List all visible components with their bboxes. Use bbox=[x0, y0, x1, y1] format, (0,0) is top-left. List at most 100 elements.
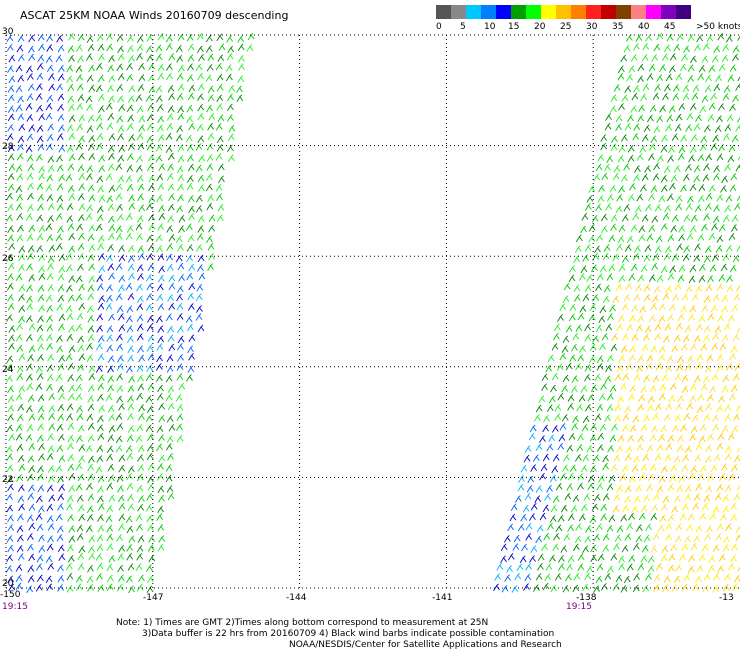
wind-barb bbox=[126, 104, 134, 113]
wind-barb bbox=[661, 53, 669, 62]
wind-barb bbox=[698, 65, 706, 73]
wind-barb bbox=[520, 464, 528, 473]
legend-label: 0 bbox=[436, 22, 442, 32]
wind-barb bbox=[127, 95, 135, 103]
wind-barb bbox=[634, 165, 641, 173]
wind-barb bbox=[687, 195, 694, 204]
wind-barb bbox=[148, 74, 155, 82]
wind-barb bbox=[722, 93, 730, 101]
wind-barb bbox=[116, 343, 124, 352]
legend-swatch bbox=[436, 5, 451, 19]
wind-barb bbox=[127, 45, 134, 53]
wind-barb bbox=[628, 512, 635, 521]
wind-barb bbox=[684, 363, 692, 372]
wind-barb bbox=[695, 483, 703, 491]
wind-barb bbox=[667, 313, 674, 322]
wind-barb bbox=[557, 442, 565, 451]
wind-barb bbox=[16, 212, 24, 221]
wind-barb bbox=[733, 493, 740, 501]
wind-barb bbox=[711, 254, 719, 262]
wind-barb bbox=[664, 323, 672, 331]
wind-barb bbox=[631, 92, 639, 101]
wind-barb bbox=[655, 235, 663, 244]
wind-barb bbox=[625, 282, 633, 291]
wind-barb bbox=[577, 482, 584, 491]
wind-barb bbox=[7, 524, 15, 532]
wind-barb bbox=[633, 495, 641, 504]
wind-barb bbox=[636, 193, 644, 202]
wind-barb bbox=[648, 473, 655, 482]
wind-barb bbox=[614, 414, 621, 423]
wind-barb bbox=[6, 464, 14, 473]
wind-barb bbox=[697, 73, 705, 81]
wind-barb bbox=[78, 114, 86, 123]
wind-barb bbox=[57, 73, 65, 82]
wind-barb bbox=[47, 155, 55, 164]
wind-barb bbox=[17, 495, 25, 503]
wind-barb bbox=[116, 583, 124, 592]
wind-barb bbox=[718, 144, 725, 152]
wind-barb bbox=[177, 335, 185, 344]
wind-barb bbox=[707, 474, 715, 482]
wind-barb bbox=[108, 74, 116, 83]
wind-barb bbox=[55, 464, 63, 473]
wind-barb bbox=[629, 384, 637, 393]
wind-barb bbox=[687, 34, 695, 42]
wind-barb bbox=[563, 282, 571, 291]
wind-barb bbox=[125, 515, 133, 524]
wind-barb bbox=[137, 345, 144, 354]
wind-barb bbox=[592, 335, 599, 343]
wind-barb bbox=[177, 112, 185, 121]
wind-barb bbox=[157, 63, 165, 72]
wind-barb bbox=[548, 554, 556, 563]
wind-barb bbox=[125, 282, 133, 291]
wind-barb bbox=[48, 423, 56, 431]
wind-barb bbox=[603, 163, 611, 172]
wind-barb bbox=[638, 512, 646, 521]
wind-barb bbox=[685, 203, 693, 211]
wind-barb bbox=[205, 173, 213, 182]
wind-barb bbox=[66, 203, 74, 211]
wind-barb bbox=[156, 293, 164, 302]
wind-barb bbox=[700, 383, 708, 392]
wind-barb bbox=[550, 584, 558, 593]
wind-barb bbox=[620, 174, 628, 183]
wind-barb bbox=[86, 103, 93, 112]
wind-barb bbox=[26, 295, 33, 304]
wind-barb bbox=[177, 325, 184, 334]
wind-barb bbox=[25, 102, 33, 111]
wind-barb bbox=[676, 363, 683, 372]
wind-barb bbox=[609, 384, 617, 393]
wind-barb bbox=[692, 502, 700, 511]
wind-barb bbox=[664, 454, 672, 462]
wind-barb bbox=[558, 434, 566, 442]
wind-barb bbox=[650, 185, 658, 193]
wind-barb bbox=[27, 394, 35, 403]
wind-barb bbox=[87, 564, 94, 573]
wind-barb bbox=[107, 405, 115, 413]
wind-barb bbox=[106, 524, 114, 533]
wind-barb bbox=[725, 523, 732, 531]
wind-barb bbox=[571, 422, 579, 431]
wind-barb bbox=[586, 195, 594, 203]
wind-barb bbox=[46, 143, 53, 151]
wind-barb bbox=[107, 203, 115, 212]
wind-barb bbox=[7, 385, 14, 394]
wind-barb bbox=[666, 355, 674, 363]
wind-barb bbox=[705, 153, 713, 162]
wind-barb bbox=[663, 252, 671, 261]
wind-barb bbox=[146, 444, 154, 452]
wind-barb bbox=[45, 555, 53, 564]
wind-barb bbox=[187, 92, 195, 101]
wind-barb bbox=[652, 532, 660, 541]
wind-barb bbox=[705, 284, 713, 292]
wind-barb bbox=[684, 535, 691, 543]
wind-barb bbox=[115, 233, 123, 241]
wind-barb bbox=[698, 275, 706, 283]
wind-barb bbox=[106, 344, 114, 353]
wind-barb bbox=[667, 193, 674, 202]
wind-barb bbox=[166, 253, 174, 262]
wind-barb bbox=[703, 334, 710, 343]
wind-barb bbox=[548, 395, 556, 404]
lat-label-26: 26 bbox=[2, 254, 14, 264]
